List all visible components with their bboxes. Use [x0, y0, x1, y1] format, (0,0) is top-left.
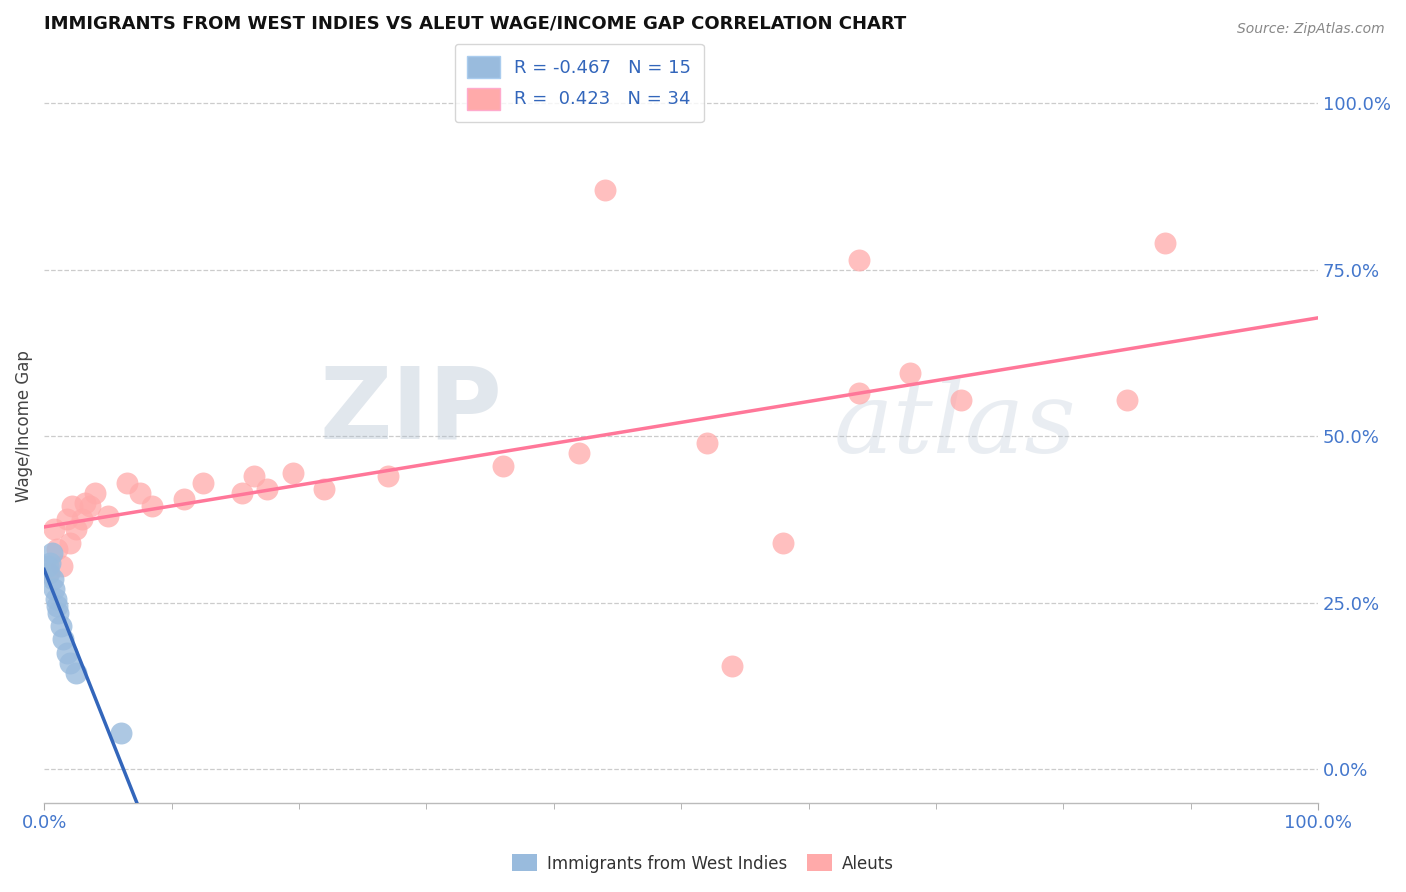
- Point: [848, 385, 870, 400]
- Point: [173, 492, 195, 507]
- Point: [1116, 392, 1139, 407]
- Point: [492, 459, 515, 474]
- Text: ZIP: ZIP: [321, 363, 503, 459]
- Point: [51, 559, 73, 574]
- Legend: Immigrants from West Indies, Aleuts: Immigrants from West Indies, Aleuts: [505, 847, 901, 880]
- Point: [49, 619, 72, 633]
- Point: [58, 656, 80, 670]
- Point: [45, 599, 67, 613]
- Y-axis label: Wage/Income Gap: Wage/Income Gap: [15, 351, 32, 502]
- Point: [128, 485, 150, 500]
- Point: [231, 485, 253, 500]
- Point: [42, 573, 65, 587]
- Point: [39, 556, 62, 570]
- Point: [52, 632, 75, 647]
- Point: [44, 523, 66, 537]
- Point: [281, 466, 304, 480]
- Point: [256, 483, 278, 497]
- Point: [37, 566, 59, 580]
- Point: [848, 252, 870, 267]
- Point: [97, 509, 120, 524]
- Point: [721, 659, 744, 673]
- Point: [38, 566, 60, 580]
- Point: [72, 512, 94, 526]
- Point: [46, 606, 69, 620]
- Point: [45, 542, 67, 557]
- Point: [696, 435, 718, 450]
- Point: [900, 366, 922, 380]
- Point: [56, 512, 79, 526]
- Point: [56, 646, 79, 660]
- Point: [79, 499, 101, 513]
- Point: [37, 559, 59, 574]
- Point: [65, 523, 87, 537]
- Point: [1154, 235, 1177, 250]
- Point: [60, 499, 83, 513]
- Point: [73, 496, 96, 510]
- Point: [772, 536, 794, 550]
- Point: [45, 592, 67, 607]
- Point: [568, 446, 591, 460]
- Point: [314, 483, 336, 497]
- Point: [593, 183, 616, 197]
- Point: [110, 725, 132, 739]
- Point: [41, 546, 63, 560]
- Point: [377, 469, 399, 483]
- Point: [243, 469, 266, 483]
- Legend: R = -0.467   N = 15, R =  0.423   N = 34: R = -0.467 N = 15, R = 0.423 N = 34: [454, 44, 704, 122]
- Text: atlas: atlas: [834, 378, 1077, 474]
- Point: [58, 536, 80, 550]
- Point: [141, 499, 163, 513]
- Point: [44, 582, 66, 597]
- Point: [65, 665, 87, 680]
- Point: [193, 475, 215, 490]
- Point: [950, 392, 973, 407]
- Text: Source: ZipAtlas.com: Source: ZipAtlas.com: [1237, 22, 1385, 37]
- Point: [84, 485, 107, 500]
- Text: IMMIGRANTS FROM WEST INDIES VS ALEUT WAGE/INCOME GAP CORRELATION CHART: IMMIGRANTS FROM WEST INDIES VS ALEUT WAG…: [44, 15, 907, 33]
- Point: [115, 475, 138, 490]
